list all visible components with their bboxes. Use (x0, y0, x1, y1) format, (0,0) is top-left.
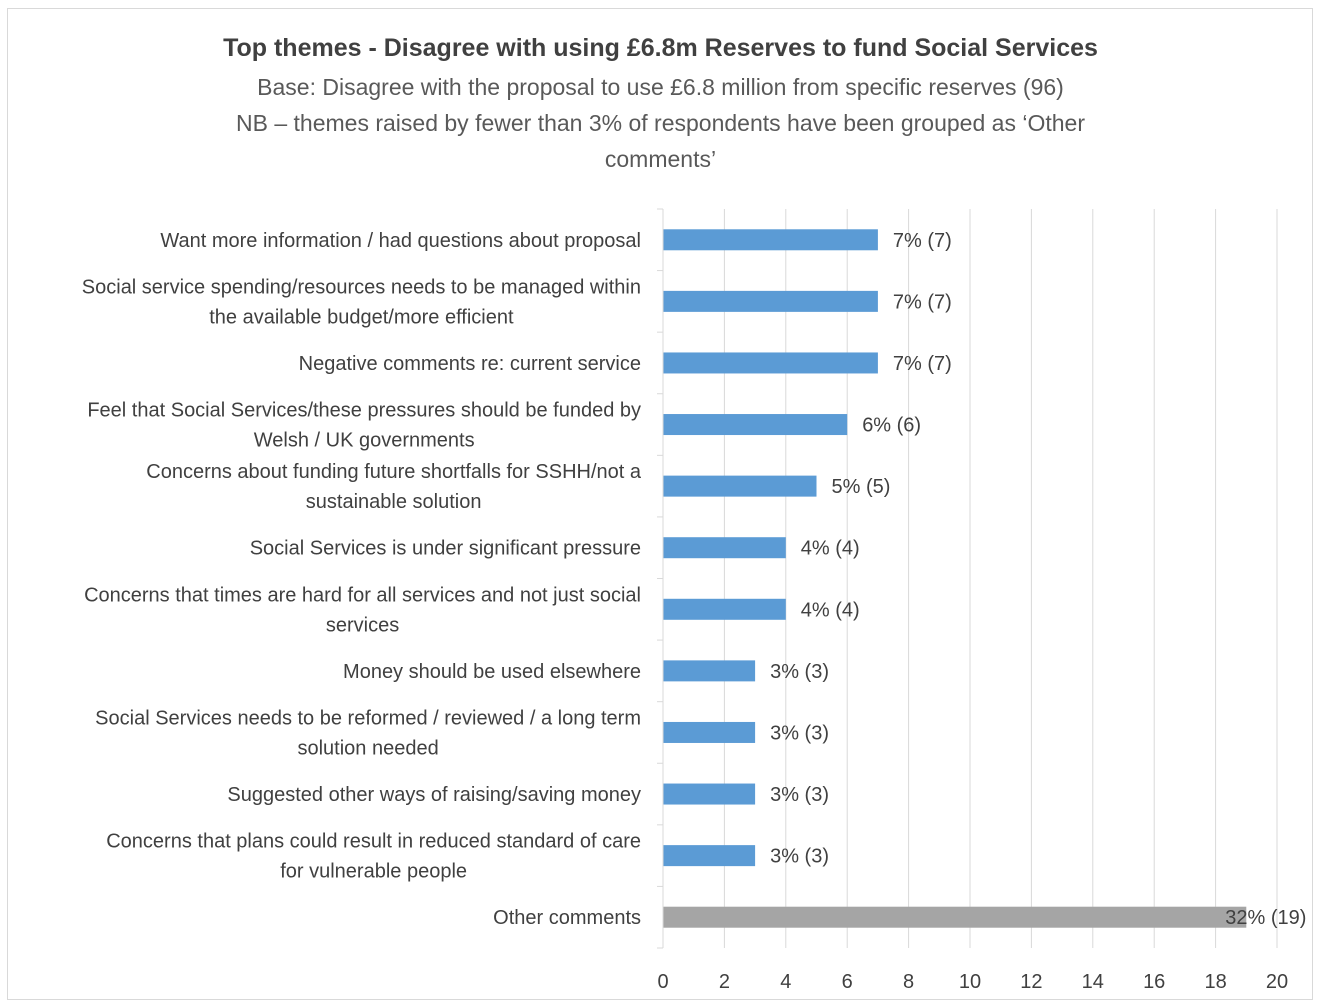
x-tick-label-5: 10 (959, 971, 981, 993)
data-label-6: 4% (4) (801, 599, 860, 621)
data-label-3: 6% (6) (862, 415, 921, 437)
data-label-5: 4% (4) (801, 538, 860, 560)
x-tick-label-8: 16 (1143, 971, 1165, 993)
data-label-11: 32% (19) (1225, 907, 1306, 929)
x-tick-label-4: 8 (903, 971, 914, 993)
bar-7 (663, 660, 756, 682)
bar-11 (663, 906, 1247, 928)
chart-title: Top themes - Disagree with using £6.8m R… (223, 34, 1098, 62)
bar-0 (663, 229, 878, 251)
data-label-2: 7% (7) (893, 353, 952, 375)
category-label-5: Social Services is under significant pre… (250, 538, 641, 560)
category-label-10: Concerns that plans could result in redu… (106, 831, 641, 883)
chart-subtitle-line-1: Base: Disagree with the proposal to use … (257, 74, 1064, 100)
bar-5 (663, 537, 786, 559)
category-label-6: Concerns that times are hard for all ser… (84, 584, 641, 636)
bar-3 (663, 414, 848, 436)
bar-8 (663, 721, 756, 743)
bar-9 (663, 783, 756, 805)
category-label-1: Social service spending/resources needs … (82, 276, 641, 328)
chart-subtitle-line-2: NB – themes raised by fewer than 3% of r… (236, 110, 1085, 136)
data-label-8: 3% (3) (770, 722, 829, 744)
category-label-0: Want more information / had questions ab… (160, 230, 641, 252)
category-label-9: Suggested other ways of raising/saving m… (227, 784, 641, 806)
data-label-7: 3% (3) (770, 661, 829, 683)
category-label-11: Other comments (493, 907, 641, 929)
bar-2 (663, 352, 878, 374)
data-label-1: 7% (7) (893, 291, 952, 313)
category-label-2: Negative comments re: current service (299, 353, 641, 375)
chart-frame (7, 8, 1313, 1000)
x-tick-label-10: 20 (1266, 971, 1288, 993)
bar-1 (663, 290, 878, 312)
category-label-3: Feel that Social Services/these pressure… (87, 400, 641, 452)
x-tick-label-9: 18 (1204, 971, 1226, 993)
data-label-9: 3% (3) (770, 784, 829, 806)
category-label-4: Concerns about funding future shortfalls… (146, 461, 642, 513)
chart-subtitle-line-3: comments’ (604, 146, 717, 172)
x-tick-label-7: 14 (1082, 971, 1104, 993)
bar-10 (663, 845, 756, 867)
bar-6 (663, 598, 786, 620)
category-label-8: Social Services needs to be reformed / r… (95, 707, 641, 759)
x-tick-label-2: 4 (780, 971, 791, 993)
x-tick-label-1: 2 (719, 971, 730, 993)
bar-4 (663, 475, 817, 497)
data-label-10: 3% (3) (770, 846, 829, 868)
x-tick-label-3: 6 (842, 971, 853, 993)
category-label-7: Money should be used elsewhere (343, 661, 641, 683)
data-label-0: 7% (7) (893, 230, 952, 252)
x-tick-label-6: 12 (1020, 971, 1042, 993)
x-tick-label-0: 0 (657, 971, 668, 993)
data-label-4: 5% (5) (832, 476, 891, 498)
